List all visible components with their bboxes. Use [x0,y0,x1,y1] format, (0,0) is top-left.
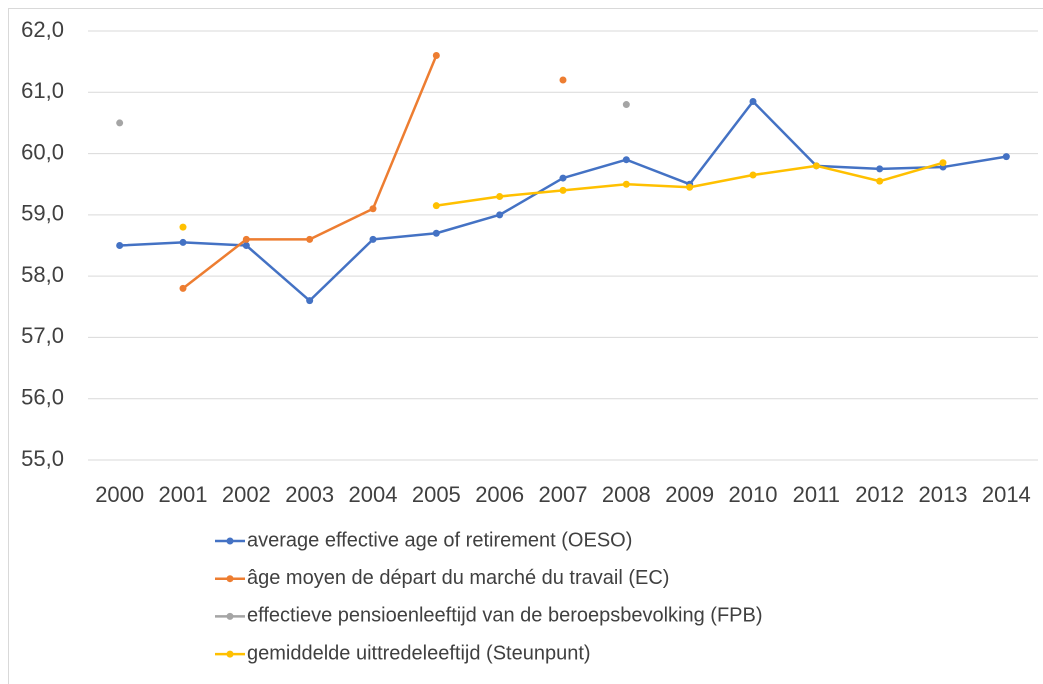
data-point [622,156,630,164]
y-tick-label: 56,0 [21,385,64,410]
data-point [749,97,757,105]
series-line [119,100,1007,302]
data-point [559,186,567,194]
x-tick-label: 2013 [919,482,968,507]
data-point [559,174,567,182]
legend-label: effectieve pensioenleeftijd van de beroe… [247,605,763,627]
data-point [432,229,440,237]
data-point [622,101,630,109]
data-point [116,242,124,249]
y-tick-label: 55,0 [21,446,64,471]
data-point [306,235,314,243]
legend-marker [226,650,234,658]
x-tick-label: 2007 [539,482,588,507]
x-tick-label: 2009 [665,482,714,507]
data-point [939,159,947,167]
y-tick-label: 60,0 [21,139,64,164]
x-tick-label: 2011 [793,482,840,507]
data-point [812,162,820,170]
y-tick-label: 57,0 [21,323,64,348]
x-tick-label: 2002 [222,482,271,507]
x-tick-label: 2006 [475,482,524,507]
data-point [242,242,250,249]
data-point [876,165,884,173]
data-point [876,177,884,185]
x-tick-label: 2001 [159,482,208,507]
data-point [622,180,630,188]
data-point [179,284,187,292]
y-tick-label: 61,0 [21,78,64,103]
data-point [432,52,440,60]
legend-marker [226,575,234,583]
data-point [1002,153,1010,161]
data-point [559,76,567,84]
x-tick-label: 2010 [729,482,778,507]
x-tick-label: 2005 [412,482,461,507]
data-point [369,235,377,243]
legend-label: average effective age of retirement (OES… [247,529,632,551]
series-line [183,56,563,289]
data-point [496,192,504,200]
data-point [179,223,187,231]
data-point [686,183,694,191]
data-point [242,235,250,243]
data-point [749,171,757,179]
data-point [496,211,504,219]
x-tick-label: 2014 [982,482,1031,507]
x-tick-label: 2012 [855,482,904,507]
y-tick-label: 59,0 [21,201,64,226]
data-point [432,202,440,210]
y-tick-label: 62,0 [21,17,64,42]
data-point [116,119,124,127]
legend-label: âge moyen de départ du marché du travail… [247,567,669,589]
data-point [179,238,187,246]
chart-border [8,8,1043,684]
x-tick-label: 2000 [95,482,144,507]
data-point [369,205,377,213]
legend-marker [226,612,234,620]
data-point [306,297,314,305]
y-tick-label: 58,0 [21,262,64,287]
legend-marker [226,537,234,545]
legend-label: gemiddelde uittredeleeftijd (Steunpunt) [247,642,591,664]
x-tick-label: 2004 [349,482,398,507]
x-tick-label: 2003 [285,482,334,507]
x-tick-label: 2008 [602,482,651,507]
